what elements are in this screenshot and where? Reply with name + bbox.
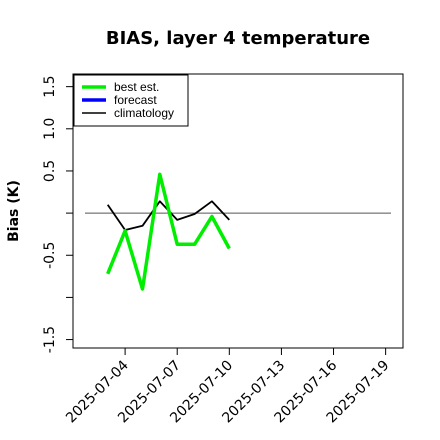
y-tick-label: 1.0: [42, 118, 58, 140]
series-line-best-est-: [106, 172, 231, 291]
y-axis: -1.5 -0.5 0.5 1.0 1.5: [42, 76, 73, 353]
plot-frame: [72, 73, 404, 349]
y-tick-label: 1.5: [42, 76, 58, 98]
chart-title: BIAS, layer 4 temperature: [106, 28, 370, 49]
legend-label: best est.: [114, 80, 159, 94]
series-layer: [106, 172, 231, 291]
y-axis-label: Bias (K): [6, 180, 22, 242]
y-tick-label: 0.5: [42, 160, 58, 182]
legend-label: forecast: [114, 93, 157, 107]
legend-label: climatology: [114, 106, 174, 120]
y-tick-label: -1.5: [42, 326, 58, 353]
x-axis: 2025-07-042025-07-072025-07-102025-07-13…: [63, 348, 392, 426]
y-tick-label: -0.5: [42, 242, 58, 269]
